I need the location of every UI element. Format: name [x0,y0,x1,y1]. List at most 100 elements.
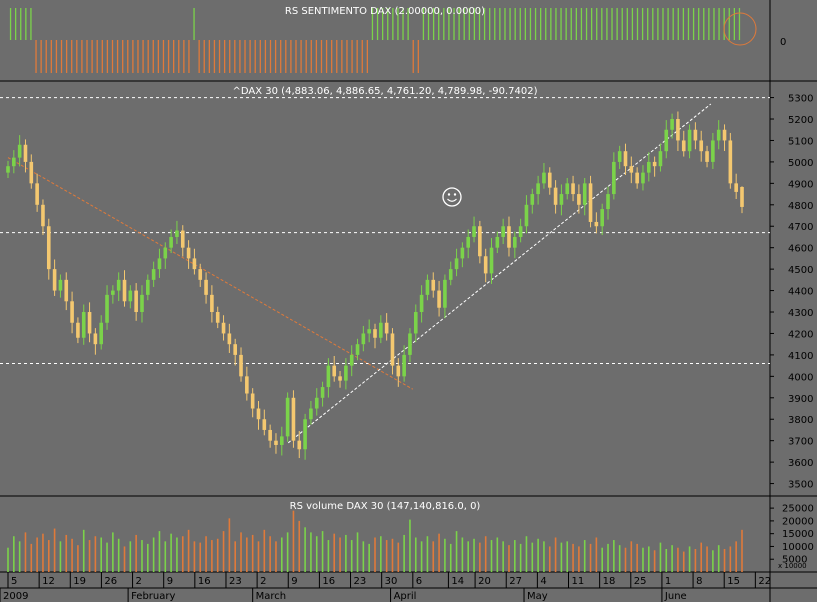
candle-body [309,408,313,420]
x-tick-label: 27 [509,576,522,587]
month-label: May [527,591,548,602]
candle-body [664,129,669,152]
candle-body [274,440,278,445]
candle-body [373,329,377,338]
candle-body [495,236,500,248]
month-label: 2009 [3,591,28,602]
candle-body [279,436,284,445]
x-tick-label: 15 [727,576,740,587]
x-axis-day-ticks: 5 12 19 26 2 9 16 23 2 9 16 23 30 6 14 20 27 4 11 18 25 1 8 15 2… [7,572,771,588]
x-axis-month-labels: 2009 February March April May June [0,588,687,602]
candle-body [402,354,406,377]
price-title: ^DAX 30 (4,883.06, 4,886.65, 4,761.20, 4… [233,86,538,97]
price-tick-label: 5000 [788,158,813,169]
candle-body [507,226,511,248]
candle-body [122,279,127,302]
x-tick-label: 14 [451,576,464,587]
candle-body [687,129,692,152]
candle-body [303,419,307,450]
x-tick-label: 19 [73,576,86,587]
candle-body [41,204,45,227]
candlesticks [6,111,744,460]
candle-body [233,344,237,355]
candle-body [175,230,179,237]
candle-body [722,129,727,141]
candle-body [6,166,10,173]
downtrend-line [7,157,414,390]
candle-body [163,247,168,259]
trendlines [7,103,712,444]
candle-body [425,279,430,295]
candle-body [448,269,453,280]
candle-body [93,333,98,345]
sentiment-title: RS SENTIMENTO DAX (2.00000, 0.0000) [285,6,485,17]
price-tick-label: 4900 [788,179,813,190]
candle-body [524,204,529,227]
candle-body [285,397,290,437]
candle-body [419,294,424,313]
candle-body [577,194,581,205]
x-tick-label: 30 [385,576,398,587]
month-label: June [664,591,687,602]
candle-body [501,226,505,237]
candle-body [513,236,517,248]
price-tick-label: 3800 [788,415,813,426]
smiley-icon [442,187,462,207]
x-tick-label: 25 [634,576,647,587]
candle-body [489,247,494,274]
candle-body [734,183,738,192]
candle-body [542,172,546,184]
candle-body [693,129,698,141]
volume-tick-label: 5000 [782,555,807,566]
volume-bars [7,510,743,572]
candle-body [547,172,552,188]
volume-tick-label: 20000 [782,516,814,527]
candle-body [431,279,436,291]
signal-circle [723,12,757,46]
candle-body [355,344,360,355]
month-label: March [256,591,286,602]
x-tick-label: 12 [42,576,55,587]
candle-body [314,397,319,409]
candle-body [658,151,663,167]
price-tick-label: 3600 [788,458,813,469]
candle-body [553,187,558,205]
candle-body [588,183,593,222]
candle-body [344,365,348,381]
x-tick-label: 5 [11,576,17,587]
candle-body [169,236,173,248]
volume-tick-label: 25000 [782,504,814,515]
candle-body [52,269,57,291]
x-tick-label: 18 [603,576,616,587]
candle-body [530,194,535,205]
candle-body [297,440,302,450]
candle-body [157,258,162,270]
price-tick-label: 3500 [788,480,813,491]
candle-body [716,129,721,141]
price-tick-label: 4300 [788,308,813,319]
candle-body [332,365,337,377]
candle-body [291,397,296,441]
candle-body [192,258,197,270]
price-tick-label: 5200 [788,115,813,126]
price-tick-label: 3900 [788,394,813,405]
candle-body [676,119,680,141]
candle-body [612,161,616,195]
month-label: April [394,591,417,602]
candle-body [146,279,150,295]
candle-body [23,144,28,162]
candle-body [629,166,634,173]
candle-body [46,226,51,270]
price-tick-label: 5100 [788,136,813,147]
candle-body [58,279,63,291]
candle-body [105,294,109,323]
candle-body [221,322,226,334]
candle-body [204,279,208,295]
candle-body [81,312,86,338]
candle-body [227,333,232,345]
month-label: February [131,591,175,602]
candle-body [728,140,733,184]
candle-body [210,294,214,313]
candle-body [460,247,465,259]
candle-body [256,408,261,420]
